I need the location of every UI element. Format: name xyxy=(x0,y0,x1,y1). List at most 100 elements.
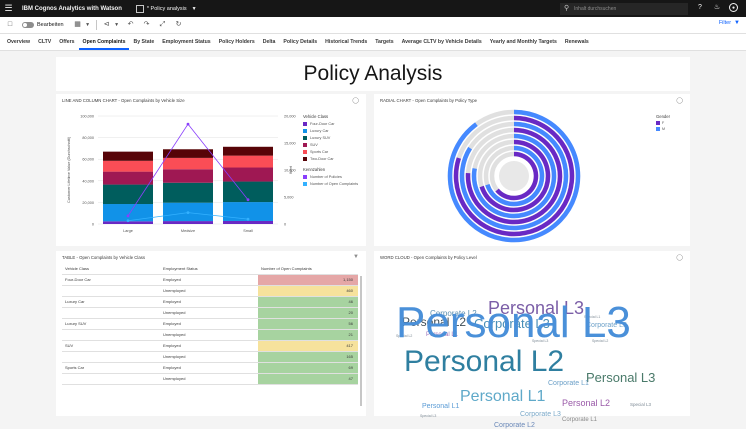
bar-segment[interactable] xyxy=(163,182,213,203)
fullscreen-icon[interactable]: ⤢ xyxy=(159,21,166,28)
word-cloud-panel[interactable]: WORD CLOUD - Open Complaints by Policy L… xyxy=(374,251,690,429)
table-scrollbar[interactable] xyxy=(360,276,362,406)
tab-offers[interactable]: Offers xyxy=(59,39,75,45)
redo-icon[interactable]: ↷ xyxy=(143,21,150,28)
cloud-word[interactable]: Personal L1 xyxy=(426,332,459,338)
table-row[interactable]: Luxury Car Employed 46 xyxy=(62,296,358,308)
tab-policy-details[interactable]: Policy Details xyxy=(283,39,318,45)
lightbulb-icon[interactable]: ◯ xyxy=(676,98,683,104)
save-icon[interactable]: ▦ xyxy=(74,21,81,28)
cloud-word[interactable]: Personal L3 xyxy=(586,370,656,385)
user-avatar-icon[interactable]: ● xyxy=(729,3,738,12)
tab-yearly-and-monthly-targets[interactable]: Yearly and Monthly Targets xyxy=(489,39,557,45)
cloud-word[interactable]: Personal L1 xyxy=(422,403,460,410)
cloud-word[interactable]: Special L2 xyxy=(592,338,609,343)
tab-open-complaints[interactable]: Open Complaints xyxy=(78,39,130,50)
radial-arc[interactable] xyxy=(447,109,581,243)
table-row[interactable]: Unemployed 165 xyxy=(62,351,358,363)
radial-arc[interactable] xyxy=(495,151,539,201)
bar-segment[interactable] xyxy=(223,181,273,203)
radial-arc[interactable] xyxy=(485,145,545,207)
cloud-word[interactable]: Corporate L1 xyxy=(562,417,598,423)
tab-policy-holders[interactable]: Policy Holders xyxy=(218,39,255,45)
table-row[interactable]: Sports Car Employed 69 xyxy=(62,362,358,374)
cloud-word[interactable]: Corporate L3 xyxy=(520,411,561,418)
tab-historical-trends[interactable]: Historical Trends xyxy=(325,39,368,45)
cloud-word[interactable]: Corporate L3 xyxy=(586,322,627,329)
line-point[interactable] xyxy=(186,211,190,215)
bar-segment[interactable] xyxy=(103,151,153,161)
share-icon[interactable]: ⊲ xyxy=(103,21,110,28)
cloud-word[interactable]: Corporate L2 xyxy=(494,422,535,429)
radial-arc[interactable] xyxy=(459,121,569,231)
tab-employment-status[interactable]: Employment Status xyxy=(162,39,211,45)
line-column-chart-panel[interactable]: LINE AND COLUMN CHART - Open Complaints … xyxy=(56,94,366,246)
comment-icon[interactable]: □ xyxy=(7,21,13,28)
bar-segment[interactable] xyxy=(103,204,153,222)
cloud-word[interactable]: Special L3 xyxy=(532,338,549,343)
line-point[interactable] xyxy=(246,198,250,202)
radial-arc[interactable] xyxy=(465,127,563,225)
cloud-word[interactable]: Personal L2 xyxy=(562,398,611,408)
filter-button[interactable]: Filter ▼ xyxy=(719,20,740,26)
lightbulb-icon[interactable]: ◯ xyxy=(676,255,683,261)
bar-segment[interactable] xyxy=(103,171,153,185)
radial-arc[interactable] xyxy=(453,115,575,237)
bar-segment[interactable] xyxy=(103,184,153,205)
table-row[interactable]: Unemployed 460 xyxy=(62,285,358,297)
notification-bell-icon[interactable]: ♨ xyxy=(713,4,721,11)
tab-renewals[interactable]: Renewals xyxy=(564,39,589,45)
table-row[interactable]: Four-Door Car Employed 1,150 xyxy=(62,274,358,286)
table-row[interactable]: Unemployed 47 xyxy=(62,373,358,385)
tab-delta[interactable]: Delta xyxy=(262,39,276,45)
cloud-word[interactable]: Personal L3 xyxy=(396,298,631,347)
cloud-word[interactable]: Special L3 xyxy=(420,413,437,418)
document-tab[interactable]: * Policy analysis ▼ xyxy=(135,4,197,13)
edit-toggle[interactable] xyxy=(22,22,34,28)
chevron-down-icon[interactable]: ▼ xyxy=(191,5,197,12)
cloud-word[interactable]: Corporate L2 xyxy=(430,309,477,318)
radial-chart-panel[interactable]: RADIAL CHART - Open Complaints by Policy… xyxy=(374,94,690,246)
search-input[interactable]: ⚲ Inhalt durchsuchen xyxy=(560,3,688,15)
table-row[interactable]: SUV Employed 417 xyxy=(62,340,358,352)
tab-overview[interactable]: Overview xyxy=(7,39,31,45)
column-header[interactable]: Number of Open Complaints xyxy=(258,264,358,275)
bar-segment[interactable] xyxy=(163,149,213,158)
filter-funnel-icon[interactable]: ▼ xyxy=(353,254,359,260)
cloud-word[interactable]: Personal L2 xyxy=(402,315,467,329)
hamburger-menu-icon[interactable]: ☰ xyxy=(4,3,13,13)
bar-segment[interactable] xyxy=(103,221,153,224)
cloud-word[interactable]: Personal L3 xyxy=(488,298,585,318)
cloud-word[interactable]: Special L1 xyxy=(584,314,601,319)
radial-arc[interactable] xyxy=(471,133,557,219)
cloud-word[interactable]: Special L3 xyxy=(630,401,652,407)
bar-segment[interactable] xyxy=(223,220,273,224)
lightbulb-icon[interactable]: ◯ xyxy=(352,98,359,104)
column-header[interactable]: Vehicle Class xyxy=(62,264,160,275)
tab-cltv[interactable]: CLTV xyxy=(38,39,52,45)
bar-segment[interactable] xyxy=(163,169,213,183)
line-point[interactable] xyxy=(126,214,130,218)
bar-segment[interactable] xyxy=(103,160,153,172)
column-header[interactable]: Employment Status xyxy=(160,264,258,275)
save-dropdown-chevron-icon[interactable]: ▼ xyxy=(85,22,91,28)
table-panel[interactable]: TABLE - Open Complaints by Vehicle Class… xyxy=(56,251,366,416)
cloud-word[interactable]: Corporate L1 xyxy=(548,380,589,387)
bar-segment[interactable] xyxy=(163,221,213,224)
refresh-icon[interactable]: ↻ xyxy=(175,21,182,28)
undo-icon[interactable]: ↶ xyxy=(127,21,134,28)
bar-segment[interactable] xyxy=(163,157,213,170)
bar-segment[interactable] xyxy=(223,202,273,221)
help-icon[interactable]: ? xyxy=(698,4,702,11)
line-point[interactable] xyxy=(186,122,190,126)
line-point[interactable] xyxy=(126,219,130,223)
tab-average-cltv-by-vehicle-details[interactable]: Average CLTV by Vehicle Details xyxy=(401,39,482,45)
cloud-word[interactable]: Special L2 xyxy=(396,333,413,338)
radial-arc[interactable] xyxy=(479,139,551,213)
share-dropdown-chevron-icon[interactable]: ▼ xyxy=(114,22,120,28)
line-point[interactable] xyxy=(246,217,250,221)
tab-targets[interactable]: Targets xyxy=(375,39,394,45)
cloud-word[interactable]: Personal L2 xyxy=(404,345,565,378)
table-row[interactable]: Unemployed 20 xyxy=(62,307,358,319)
table-row[interactable]: Luxury SUV Employed 56 xyxy=(62,318,358,330)
